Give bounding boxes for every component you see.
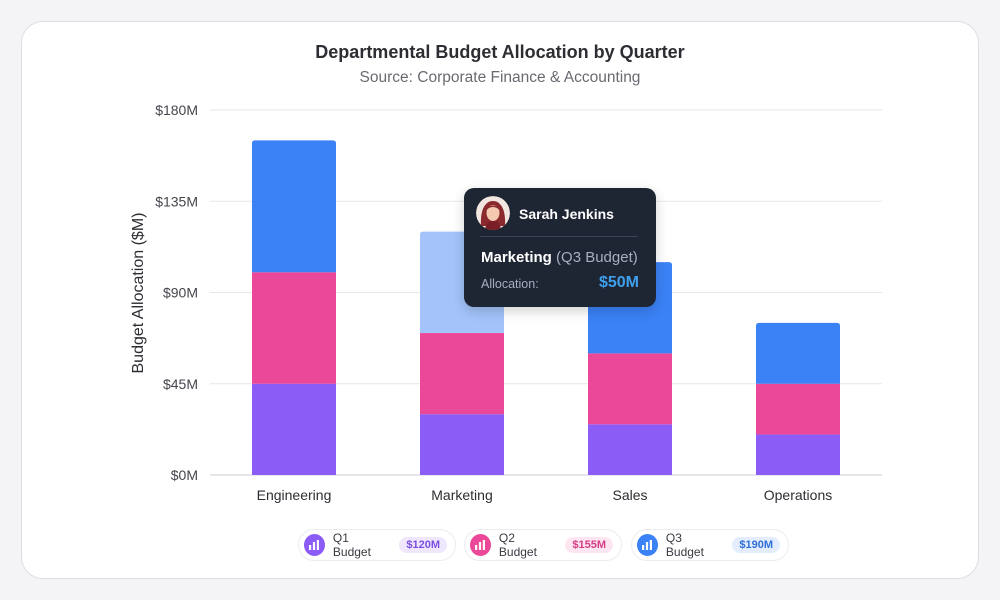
- y-tick-label: $180M: [155, 102, 198, 118]
- legend-label: Q1 Budget: [332, 531, 371, 559]
- legend-total-badge: $155M: [565, 537, 613, 553]
- y-tick-label: $45M: [163, 376, 198, 392]
- chart-subtitle: Source: Corporate Finance & Accounting: [359, 69, 641, 86]
- x-tick-label: Sales: [612, 487, 647, 503]
- tooltip-series-label: (Q3 Budget): [556, 249, 638, 266]
- x-tick-label: Marketing: [431, 487, 492, 503]
- y-tick-label: $135M: [155, 193, 198, 209]
- x-tick-label: Operations: [764, 487, 832, 503]
- chart-title: Departmental Budget Allocation by Quarte…: [315, 42, 685, 62]
- x-tick-label: Engineering: [257, 487, 332, 503]
- tooltip-allocation-value: $50M: [598, 274, 639, 291]
- bar-chart-icon: [304, 534, 325, 556]
- bar-segment: [756, 434, 840, 475]
- bar-segment: [588, 353, 672, 425]
- y-tick-label: $90M: [163, 285, 198, 301]
- bar-chart-icon: [637, 534, 658, 556]
- tooltip-allocation-label: Allocation:: [481, 277, 539, 291]
- user-avatar: [476, 196, 510, 230]
- bar-segment: [756, 383, 840, 435]
- bar-segment: [252, 383, 336, 475]
- tooltip-divider: [480, 236, 638, 237]
- bar-segment: [420, 333, 504, 415]
- bar-segment: [420, 414, 504, 475]
- legend-total-badge: $120M: [399, 537, 447, 553]
- bar-segment: [588, 424, 672, 475]
- legend-label: Q2 Budget: [498, 531, 537, 559]
- tooltip-category-name: Marketing: [481, 249, 552, 266]
- bar-chart-icon: [470, 534, 491, 556]
- tooltip: Sarah Jenkins Marketing (Q3 Budget) Allo…: [464, 188, 656, 307]
- legend-item[interactable]: Q2 Budget $155M: [464, 529, 622, 561]
- bar-segment: [252, 272, 336, 384]
- legend-total-badge: $190M: [732, 537, 780, 553]
- y-tick-label: $0M: [171, 467, 198, 483]
- y-axis-label: Budget Allocation ($M): [130, 213, 147, 374]
- tooltip-category: Marketing (Q3 Budget): [481, 249, 638, 266]
- legend-item[interactable]: Q1 Budget $120M: [298, 529, 456, 561]
- tooltip-user-name: Sarah Jenkins: [519, 206, 614, 222]
- legend-item[interactable]: Q3 Budget $190M: [631, 529, 789, 561]
- legend-label: Q3 Budget: [665, 531, 704, 559]
- bar-segment: [756, 322, 840, 384]
- bar-segment: [252, 140, 336, 273]
